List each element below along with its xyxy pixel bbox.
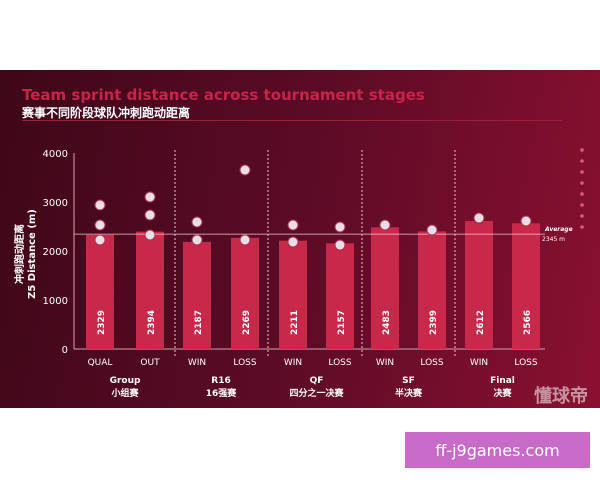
bar-value-label: 2269 (242, 310, 252, 335)
team-flag-icon (144, 191, 156, 203)
bar (183, 241, 211, 349)
group-label-zh: 半决赛 (395, 387, 423, 399)
x-tick-label: WIN (470, 358, 488, 368)
x-tick-label: LOSS (233, 358, 256, 368)
decor-dot-icon (580, 225, 584, 229)
bar-value-label: 2157 (337, 310, 347, 335)
bar-value-label: 2187 (194, 310, 204, 335)
team-flag-icon (239, 234, 251, 246)
x-tick-label: QUAL (88, 358, 113, 368)
bar (279, 240, 307, 349)
ad-banner[interactable]: ff-j9games.com (405, 432, 590, 468)
team-flag-icon (239, 164, 251, 176)
y-tick-label: 2000 (43, 247, 68, 258)
team-flag-icon (379, 219, 391, 231)
bar (512, 223, 540, 349)
group-label-en: SF (402, 376, 415, 386)
bar (231, 237, 259, 349)
team-flag-icon (287, 219, 299, 231)
group-label-en: Final (490, 376, 515, 386)
x-tick-label: LOSS (328, 358, 351, 368)
chart-title: Team sprint distance across tournament s… (22, 86, 425, 104)
team-flag-icon (94, 199, 106, 211)
x-tick-label: WIN (188, 358, 206, 368)
x-tick-label: LOSS (514, 358, 537, 368)
decor-dot-icon (580, 203, 584, 207)
team-flag-icon (287, 236, 299, 248)
title-divider (22, 120, 562, 121)
team-flag-icon (334, 239, 346, 251)
group-label-zh: 四分之一决赛 (289, 387, 344, 399)
bar (136, 231, 164, 349)
bar-value-label: 2211 (290, 310, 300, 335)
x-tick-label: WIN (376, 358, 394, 368)
x-tick-label: OUT (140, 358, 160, 368)
bar-value-label: 2566 (523, 310, 533, 335)
group-label-en: Group (110, 376, 141, 386)
bar-value-label: 2329 (97, 310, 107, 335)
chart-subtitle: 赛事不同阶段球队冲刺跑动距离 (22, 106, 191, 120)
bar (86, 234, 114, 349)
bar-value-label: 2394 (147, 310, 157, 335)
x-tick-label: WIN (284, 358, 302, 368)
decor-dot-icon (580, 170, 584, 174)
bar-value-label: 2483 (382, 310, 392, 335)
team-flag-icon (191, 216, 203, 228)
group-label-zh: 小组赛 (110, 387, 139, 399)
bar (371, 227, 399, 349)
group-label-en: QF (310, 376, 324, 386)
team-flag-icon (473, 212, 485, 224)
team-flag-icon (426, 224, 438, 236)
y-tick-label: 4000 (43, 149, 68, 160)
y-tick-label: 0 (62, 345, 68, 356)
decor-dot-icon (580, 181, 584, 185)
team-flag-icon (94, 219, 106, 231)
bar-value-label: 2612 (476, 310, 486, 335)
team-flag-icon (94, 234, 106, 246)
group-label-zh: 决赛 (493, 387, 512, 399)
average-value: 2345 m (542, 236, 565, 243)
decor-dot-icon (580, 148, 584, 152)
bar (418, 231, 446, 349)
average-label: Average (544, 226, 573, 233)
decor-dot-icon (580, 192, 584, 196)
team-flag-icon (191, 234, 203, 246)
team-flag-icon (144, 209, 156, 221)
group-label-en: R16 (211, 376, 230, 386)
group-label-zh: 16强赛 (206, 387, 238, 399)
team-flag-icon (144, 229, 156, 241)
bar (465, 221, 493, 349)
decor-dot-icon (580, 214, 584, 218)
bar-value-label: 2399 (429, 310, 439, 335)
team-flag-icon (334, 221, 346, 233)
bar (326, 243, 354, 349)
x-tick-label: LOSS (420, 358, 443, 368)
y-tick-label: 1000 (43, 296, 68, 307)
watermark: 懂球帝 (534, 386, 588, 407)
y-tick-label: 3000 (43, 198, 68, 209)
decor-dot-icon (580, 159, 584, 163)
team-flag-icon (520, 215, 532, 227)
